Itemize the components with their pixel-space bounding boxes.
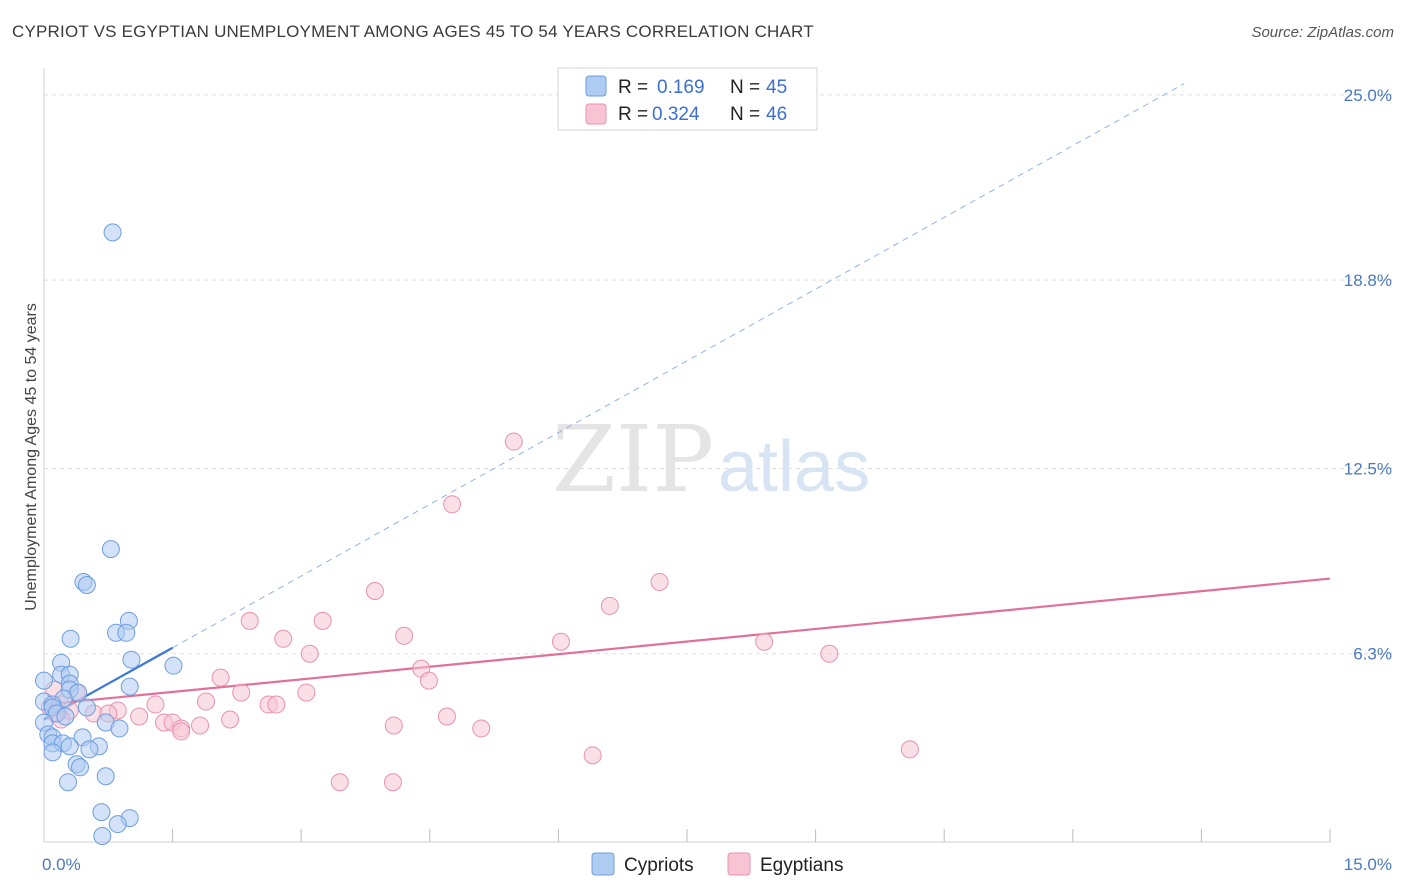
legend-n-label-egyptians: N = [730, 104, 760, 125]
egyptians-point-23 [267, 695, 286, 714]
egyptians-point-18 [232, 683, 251, 702]
cypriots-point-12 [35, 671, 53, 690]
egyptians-point-34 [221, 710, 240, 729]
egyptians-point-2 [650, 573, 669, 592]
cypriots-point-10 [164, 656, 183, 675]
cypriots-point-38 [71, 758, 90, 777]
bottom-legend: Cypriots Egyptians [591, 852, 843, 876]
egyptians-point-11 [300, 644, 319, 663]
legend-swatch-egyptians [585, 103, 607, 125]
y-tick-label-3: 25.0% [1344, 86, 1392, 105]
watermark: ZIP atlas [552, 406, 870, 513]
legend-swatch-cypriots [585, 75, 607, 97]
egyptians-point-8 [274, 629, 293, 648]
y-axis-label: Unemployment Among Ages 45 to 54 years [23, 303, 40, 611]
egyptians-point-20 [197, 692, 216, 711]
x-ticks [172, 829, 1331, 842]
cypriots-points [35, 223, 183, 846]
legend-r-value-cypriots: 0.169 [657, 77, 705, 98]
bottom-legend-cypriots: Cypriots [624, 855, 694, 876]
legend-r-label-cypriots: R = [618, 77, 648, 98]
egyptians-point-44 [330, 773, 349, 792]
cypriots-point-1 [101, 540, 120, 559]
legend-n-value-egyptians: 46 [766, 104, 787, 125]
y-tick-label-1: 12.5% [1344, 459, 1392, 478]
cypriots-point-6 [117, 623, 136, 642]
trendline-egyptians [43, 577, 1331, 706]
bottom-legend-swatch-egyptians [727, 852, 751, 876]
cypriots-point-35 [80, 740, 99, 759]
egyptians-point-10 [755, 632, 774, 651]
egyptians-point-38 [191, 716, 210, 735]
source-label: Source: ZipAtlas.com [1251, 24, 1394, 41]
egyptians-point-21 [146, 695, 165, 714]
legend-r-label-egyptians: R = [618, 104, 648, 125]
egyptians-point-42 [900, 740, 919, 759]
egyptians-point-45 [383, 773, 402, 792]
legend-box: R = 0.169 N = 45 R = 0.324 N = 46 [557, 67, 818, 131]
cypriots-point-16 [120, 677, 139, 696]
egyptians-point-4 [600, 596, 619, 615]
cypriots-point-27 [110, 719, 129, 738]
cypriots-point-33 [60, 737, 79, 756]
cypriots-point-24 [56, 707, 75, 726]
bottom-legend-swatch-cypriots [591, 852, 615, 876]
cypriots-point-3 [77, 575, 96, 594]
egyptians-point-0 [504, 432, 523, 451]
egyptians-point-40 [472, 719, 491, 738]
cypriots-point-41 [92, 803, 111, 822]
cypriots-point-39 [96, 767, 115, 786]
egyptians-point-9 [551, 632, 570, 651]
cypriots-point-44 [93, 827, 112, 846]
gridlines [44, 94, 1396, 655]
cypriots-point-22 [77, 698, 96, 717]
egyptians-point-39 [384, 716, 403, 735]
egyptians-point-14 [211, 668, 230, 687]
watermark-atlas: atlas [718, 427, 870, 507]
egyptians-point-31 [130, 707, 149, 726]
egyptians-point-41 [172, 722, 191, 741]
egyptians-point-19 [297, 683, 316, 702]
egyptians-point-3 [365, 581, 384, 600]
egyptians-point-43 [583, 746, 602, 765]
bottom-legend-egyptians: Egyptians [760, 855, 843, 876]
y-tick-label-0: 6.3% [1353, 645, 1392, 664]
trendlines [43, 83, 1331, 721]
egyptians-point-5 [240, 611, 259, 630]
egyptians-point-12 [820, 644, 839, 663]
chart-title: CYPRIOT VS EGYPTIAN UNEMPLOYMENT AMONG A… [12, 22, 814, 41]
legend-n-value-cypriots: 45 [766, 77, 787, 98]
egyptians-point-7 [395, 626, 414, 645]
cypriots-point-36 [43, 743, 62, 762]
y-tick-labels: 6.3% 12.5% 18.8% 25.0% [1344, 86, 1392, 664]
egyptians-point-32 [437, 707, 456, 726]
cypriots-point-0 [103, 223, 122, 242]
x-tick-label-max: 15.0% [1344, 855, 1392, 874]
cypriots-point-40 [59, 773, 78, 792]
legend-n-label-cypriots: N = [730, 77, 760, 98]
egyptians-point-1 [443, 495, 462, 514]
egyptians-point-15 [419, 671, 438, 690]
egyptians-point-6 [313, 611, 332, 630]
trendline-cypriots-extrapolated [172, 83, 1185, 649]
watermark-zip: ZIP [552, 406, 714, 513]
cypriots-point-9 [122, 650, 141, 669]
x-tick-label-min: 0.0% [42, 855, 81, 874]
legend-r-value-egyptians: 0.324 [652, 104, 700, 125]
cypriots-point-43 [108, 815, 127, 834]
cypriots-point-7 [61, 629, 80, 648]
y-tick-label-2: 18.8% [1344, 271, 1392, 290]
